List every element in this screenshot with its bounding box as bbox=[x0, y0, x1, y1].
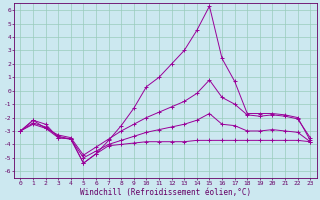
X-axis label: Windchill (Refroidissement éolien,°C): Windchill (Refroidissement éolien,°C) bbox=[80, 188, 251, 197]
